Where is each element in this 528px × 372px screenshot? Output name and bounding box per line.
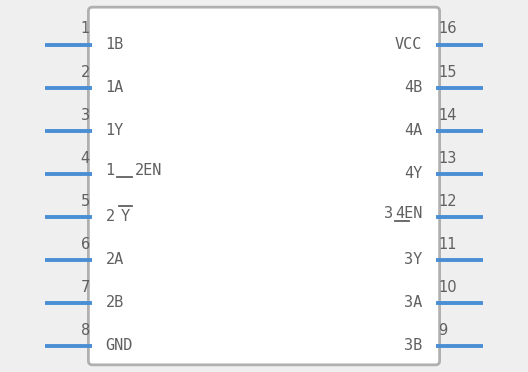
Text: VCC: VCC xyxy=(395,37,422,52)
Text: 4Y: 4Y xyxy=(404,166,422,181)
Text: 3: 3 xyxy=(81,108,90,122)
Text: 4EN: 4EN xyxy=(395,206,422,221)
Text: 16: 16 xyxy=(438,22,457,36)
Text: 11: 11 xyxy=(438,237,457,252)
Text: Y: Y xyxy=(120,209,129,224)
Text: 2B: 2B xyxy=(106,295,124,310)
FancyBboxPatch shape xyxy=(88,7,440,365)
Text: 13: 13 xyxy=(438,151,456,166)
Text: 2A: 2A xyxy=(106,252,124,267)
Text: 1A: 1A xyxy=(106,80,124,95)
Text: 5: 5 xyxy=(81,194,90,209)
Text: 2: 2 xyxy=(81,64,90,80)
Text: 10: 10 xyxy=(438,280,457,295)
Text: 3B: 3B xyxy=(404,339,422,353)
Text: 1Y: 1Y xyxy=(106,123,124,138)
Text: 1: 1 xyxy=(106,163,115,178)
Text: 3A: 3A xyxy=(404,295,422,310)
Text: 12: 12 xyxy=(438,194,457,209)
Text: 1: 1 xyxy=(81,22,90,36)
Text: 3: 3 xyxy=(384,206,393,221)
Text: 3Y: 3Y xyxy=(404,252,422,267)
Text: 4: 4 xyxy=(81,151,90,166)
Text: 8: 8 xyxy=(81,323,90,338)
Text: 14: 14 xyxy=(438,108,457,122)
Text: 4A: 4A xyxy=(404,123,422,138)
Text: 4B: 4B xyxy=(404,80,422,95)
Text: 9: 9 xyxy=(438,323,447,338)
Text: 15: 15 xyxy=(438,64,457,80)
Text: 6: 6 xyxy=(81,237,90,252)
Text: 2: 2 xyxy=(106,209,115,224)
Text: 1B: 1B xyxy=(106,37,124,52)
Text: 7: 7 xyxy=(81,280,90,295)
Text: 2EN: 2EN xyxy=(135,163,162,178)
Text: GND: GND xyxy=(106,339,133,353)
